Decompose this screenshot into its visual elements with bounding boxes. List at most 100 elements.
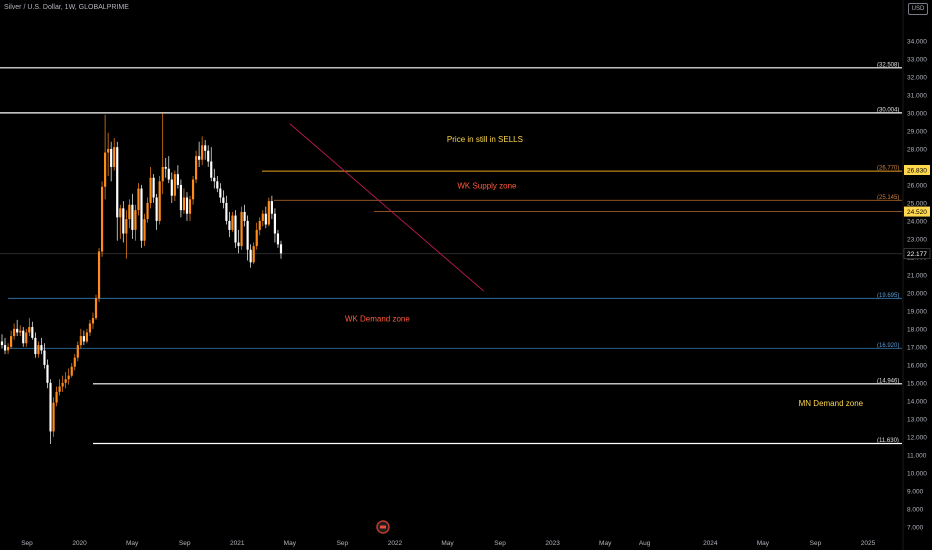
y-tick-label: 14.000 — [907, 398, 927, 405]
candle-body — [237, 242, 240, 247]
candle-body — [6, 346, 10, 351]
candle-body — [110, 148, 113, 167]
currency-button[interactable]: USD — [908, 3, 928, 15]
level-label: (25.145) — [877, 195, 899, 201]
y-tick-label: 11.000 — [907, 452, 927, 459]
candle-body — [249, 249, 252, 263]
candle-body — [79, 336, 82, 346]
candle-body — [3, 345, 7, 351]
candle-body — [97, 251, 101, 299]
x-tick-label: Sep — [810, 540, 822, 547]
candle-body — [46, 364, 49, 383]
annotation-text: MN Demand zone — [799, 399, 864, 408]
x-tick-label: 2025 — [861, 540, 876, 547]
level-label: (16.920) — [877, 343, 899, 349]
x-tick-label: Sep — [494, 540, 506, 547]
candle-body — [188, 199, 192, 214]
y-tick-label: 29.000 — [907, 128, 927, 135]
candle-body — [116, 147, 119, 218]
candle-body — [31, 327, 34, 338]
y-tick-label: 31.000 — [907, 92, 927, 99]
y-tick-label: 18.000 — [907, 326, 927, 333]
candle-body — [28, 327, 31, 333]
candle-body — [243, 211, 246, 221]
y-tick-label: 33.000 — [907, 56, 927, 63]
candle-body — [52, 402, 55, 432]
candle-body — [131, 204, 134, 230]
level-label: (14.946) — [877, 378, 899, 384]
y-tick-label: 15.000 — [907, 380, 927, 387]
x-tick-label: May — [599, 540, 612, 547]
candle-body — [194, 156, 198, 180]
candle-body — [255, 229, 258, 247]
candle-body — [137, 188, 140, 211]
y-tick-label: 7.000 — [907, 524, 924, 531]
chart-title: Silver / U.S. Dollar, 1W, GLOBALPRIME — [4, 4, 129, 11]
x-tick-label: 2022 — [388, 540, 403, 547]
price-tag-label: 26.830 — [907, 168, 927, 175]
candle-body — [252, 246, 255, 263]
x-tick-label: 2023 — [545, 540, 560, 547]
candle-body — [267, 201, 270, 225]
candle-body — [158, 181, 161, 221]
candle-body — [213, 177, 216, 182]
candle-body — [185, 197, 189, 214]
candle-body — [40, 345, 43, 351]
price-tag — [903, 248, 931, 260]
annotation-text: Price in still in SELLS — [447, 135, 523, 144]
candle-body — [91, 318, 95, 324]
candle-body — [276, 233, 280, 245]
candle-body — [43, 350, 46, 365]
level-label: (32.508) — [877, 62, 899, 68]
candle-body — [55, 391, 58, 403]
candle-body — [176, 174, 179, 185]
y-tick-label: 34.000 — [907, 38, 927, 45]
level-label: (11.630) — [877, 438, 899, 444]
price-tag — [904, 206, 930, 217]
candle-body — [107, 148, 110, 153]
candle-body — [152, 177, 155, 198]
candle-body — [119, 208, 122, 218]
price-tag — [904, 165, 930, 175]
level-label: (30.004) — [877, 107, 899, 113]
candle-body — [34, 337, 37, 355]
candle-body — [228, 220, 231, 230]
candle-body — [104, 152, 107, 187]
candle-body — [210, 161, 213, 178]
candle-body — [234, 215, 237, 243]
candle-body — [19, 330, 22, 333]
candle-body — [125, 219, 128, 234]
x-tick-label: May — [284, 540, 297, 547]
candle-body — [146, 202, 149, 220]
candle-body — [58, 386, 61, 392]
candle-body — [70, 366, 73, 376]
level-label: (26.770) — [877, 166, 899, 172]
x-tick-label: 2024 — [703, 540, 718, 547]
candle-body — [25, 332, 28, 344]
candle-body — [201, 145, 204, 160]
candle-body — [64, 379, 67, 383]
candle-body — [264, 213, 267, 225]
candle-body — [279, 244, 283, 254]
y-tick-label: 24.000 — [907, 218, 927, 225]
y-tick-label: 28.000 — [907, 146, 927, 153]
trendline — [289, 123, 485, 292]
x-tick-label: 2020 — [72, 540, 87, 547]
candle-body — [207, 150, 210, 162]
candle-body — [143, 219, 146, 241]
candle-body — [61, 382, 64, 387]
candle-body — [155, 197, 158, 221]
x-tick-label: Sep — [21, 540, 33, 547]
candle-body — [140, 188, 143, 241]
candle-body — [182, 197, 186, 211]
candle-body — [246, 220, 249, 250]
y-tick-label: 30.000 — [907, 110, 927, 117]
candle-body — [67, 375, 70, 380]
candle-body — [258, 220, 261, 230]
level-label: (19.695) — [877, 293, 899, 299]
candle-body — [270, 201, 273, 214]
x-tick-label: 2021 — [230, 540, 245, 547]
price-tag-label: 22.177 — [907, 251, 927, 258]
price-tag-label: 24.520 — [907, 209, 927, 216]
